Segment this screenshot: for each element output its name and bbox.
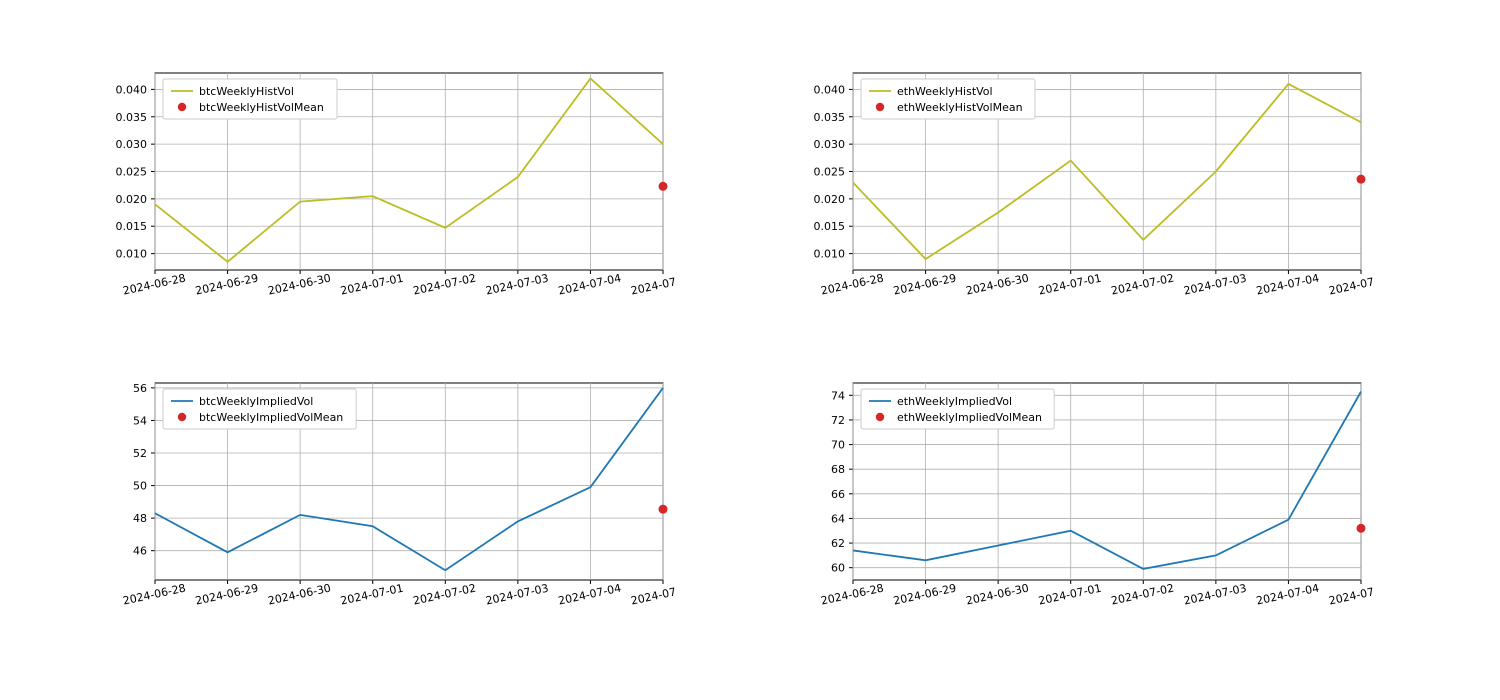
xtick-label: 2024-06-28 [819,582,884,608]
panel-btc-hist: 0.010 0.015 0.020 0.025 0.030 0.035 0.040 2024-… [100,65,728,320]
ytick-label: 0.030 [116,138,148,151]
xtick-label: 2024-06-30 [964,582,1029,608]
xtick-label: 2024-07-03 [1182,272,1247,298]
ytick-label: 0.040 [116,83,148,96]
ytick-label: 0.025 [813,166,845,179]
chart-btc-hist: 0.010 0.015 0.020 0.025 0.030 0.035 0.040 2024-… [100,65,675,310]
xtick-label: 2024-07-04 [1255,582,1320,608]
xtick-label: 2024-06-29 [194,272,259,298]
xtick-label: 2024-07-05 [1327,582,1372,608]
xtick-label: 2024-07-01 [1037,272,1102,298]
legend-label: btcWeeklyHistVolMean [199,101,324,114]
xtick-label: 2024-07-02 [1109,272,1174,298]
xtick-label: 2024-07-02 [1109,582,1174,608]
xtick-label: 2024-07-02 [412,272,477,298]
xtick-label: 2024-06-30 [267,272,332,298]
panel-eth-implied: 60 62 64 66 68 70 72 74 2024-06-28 2024-06-29 2024… [798,375,1426,630]
legend-label: btcWeeklyImpliedVol [199,395,313,408]
legend-label: ethWeeklyHistVolMean [897,101,1023,114]
ytick-label: 60 [831,562,845,575]
ytick-label: 46 [133,545,147,558]
ytick-label: 50 [133,480,147,493]
xtick-label: 2024-06-30 [964,272,1029,298]
legend-label: btcWeeklyImpliedVolMean [199,411,343,424]
ytick-label: 74 [831,389,845,402]
xtick-label: 2024-07-02 [412,582,477,608]
xtick-label: 2024-07-01 [339,272,404,298]
xtick-label: 2024-07-03 [485,272,550,298]
ytick-label: 0.025 [116,166,148,179]
chart-btc-implied: 46 48 50 52 54 56 2024-06-28 2024-06-29 2024-06-… [100,375,675,620]
ytick-label: 0.010 [813,248,845,261]
series-mean-point [1356,175,1365,184]
legend-label: ethWeeklyImpliedVol [897,395,1012,408]
legend-label: ethWeeklyHistVol [897,85,993,98]
legend-label: btcWeeklyHistVol [199,85,294,98]
xtick-label: 2024-07-05 [630,582,675,608]
ytick-label: 48 [133,512,147,525]
ytick-label: 0.035 [813,111,845,124]
series-mean-point [1356,524,1365,533]
ytick-label: 0.020 [813,193,845,206]
chart-eth-implied: 60 62 64 66 68 70 72 74 2024-06-28 2024-06-29 2024… [798,375,1373,620]
panel-eth-hist: 0.010 0.015 0.020 0.025 0.030 0.035 0.040 2024-… [798,65,1426,320]
ytick-label: 0.040 [813,83,845,96]
ytick-label: 68 [831,463,845,476]
xtick-label: 2024-07-01 [1037,582,1102,608]
xtick-label: 2024-07-04 [557,582,622,608]
legend-point-icon [178,413,186,421]
xtick-label: 2024-06-29 [892,272,957,298]
ytick-label: 0.010 [116,248,148,261]
ytick-label: 72 [831,414,845,427]
ytick-label: 0.030 [813,138,845,151]
ytick-label: 0.035 [116,111,148,124]
chart-eth-hist: 0.010 0.015 0.020 0.025 0.030 0.035 0.040 2024-… [798,65,1373,310]
ytick-label: 0.015 [116,220,148,233]
legend-point-icon [875,413,883,421]
xtick-label: 2024-06-29 [892,582,957,608]
xtick-label: 2024-06-28 [122,272,187,298]
chart-grid: 0.010 0.015 0.020 0.025 0.030 0.035 0.040 2024-… [0,0,1500,700]
legend-label: ethWeeklyImpliedVolMean [897,411,1042,424]
ytick-label: 0.015 [813,220,845,233]
xtick-label: 2024-06-28 [122,582,187,608]
ytick-label: 62 [831,537,845,550]
xtick-label: 2024-06-28 [819,272,884,298]
series-mean-point [659,505,668,514]
xtick-label: 2024-07-03 [1182,582,1247,608]
xtick-label: 2024-07-01 [339,582,404,608]
xtick-label: 2024-07-05 [1327,272,1372,298]
xtick-label: 2024-06-29 [194,582,259,608]
ytick-label: 66 [831,488,845,501]
xtick-label: 2024-07-03 [485,582,550,608]
ytick-label: 0.020 [116,193,148,206]
xtick-label: 2024-07-04 [1255,272,1320,298]
ytick-label: 70 [831,439,845,452]
xtick-label: 2024-07-05 [630,272,675,298]
xtick-label: 2024-06-30 [267,582,332,608]
xtick-label: 2024-07-04 [557,272,622,298]
legend-point-icon [875,103,883,111]
panel-btc-implied: 46 48 50 52 54 56 2024-06-28 2024-06-29 2024-06-… [100,375,728,630]
ytick-label: 52 [133,447,147,460]
legend-point-icon [178,103,186,111]
ytick-label: 54 [133,414,147,427]
series-mean-point [659,182,668,191]
ytick-label: 64 [831,512,845,525]
ytick-label: 56 [133,382,147,395]
